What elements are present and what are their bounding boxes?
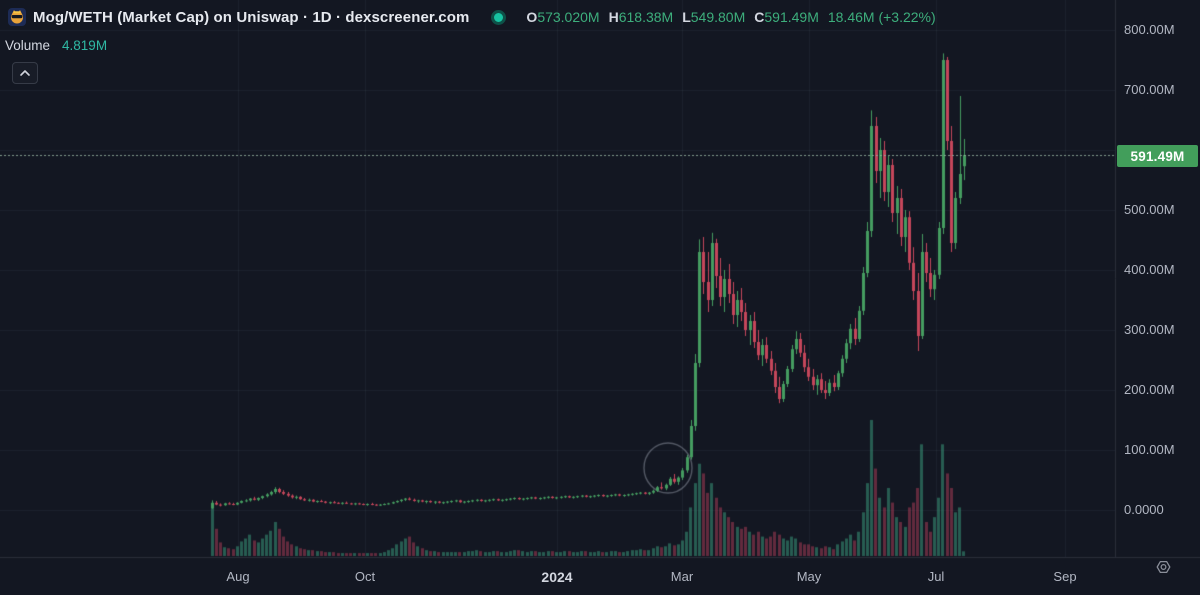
hexagon-circle-icon[interactable] [1152,557,1174,577]
price-axis-label: 100.00M [1124,442,1175,457]
price-axis-label: 400.00M [1124,262,1175,277]
mog-token-logo-icon [8,8,26,26]
chevron-up-icon [20,70,30,76]
ohlc-readout: O 573.020M H 618.38M L 549.80M C 591.49M… [526,9,935,25]
chart-legend: Mog/WETH (Market Cap) on Uniswap · 1D · … [8,7,936,27]
low-value: 549.80M [690,9,746,25]
close-label: C [754,9,765,25]
price-axis-label: 300.00M [1124,322,1175,337]
price-axis-label: 700.00M [1124,82,1175,97]
time-axis-label: Oct [354,569,376,584]
open-value: 573.020M [537,9,600,25]
price-axis-label: 800.00M [1124,22,1175,37]
time-axis-label: Jul [927,569,945,584]
time-axis-label: Aug [226,569,250,584]
collapse-legend-button[interactable] [12,62,38,84]
current-price-badge: 591.49M [1117,145,1198,167]
close-value: 591.49M [764,9,819,25]
price-axis-label: 500.00M [1124,202,1175,217]
low-label: L [682,9,691,25]
high-value: 618.38M [618,9,674,25]
time-axis-label: Sep [1053,569,1077,584]
price-axis-label: 0.0000 [1124,502,1164,517]
volume-value: 4.819M [62,38,108,53]
open-label: O [526,9,538,25]
time-axis-label: May [796,569,822,584]
price-axis-label: 200.00M [1124,382,1175,397]
volume-label: Volume [5,38,51,53]
chart-title: Mog/WETH (Market Cap) on Uniswap · 1D · … [33,8,470,26]
time-axis-label: 2024 [541,569,573,585]
change-value: 18.46M (+3.22%) [827,9,936,25]
time-axis-label: Mar [670,569,694,584]
high-label: H [608,9,619,25]
volume-legend: Volume 4.819M [5,38,107,53]
live-status-dot-icon [491,9,507,25]
